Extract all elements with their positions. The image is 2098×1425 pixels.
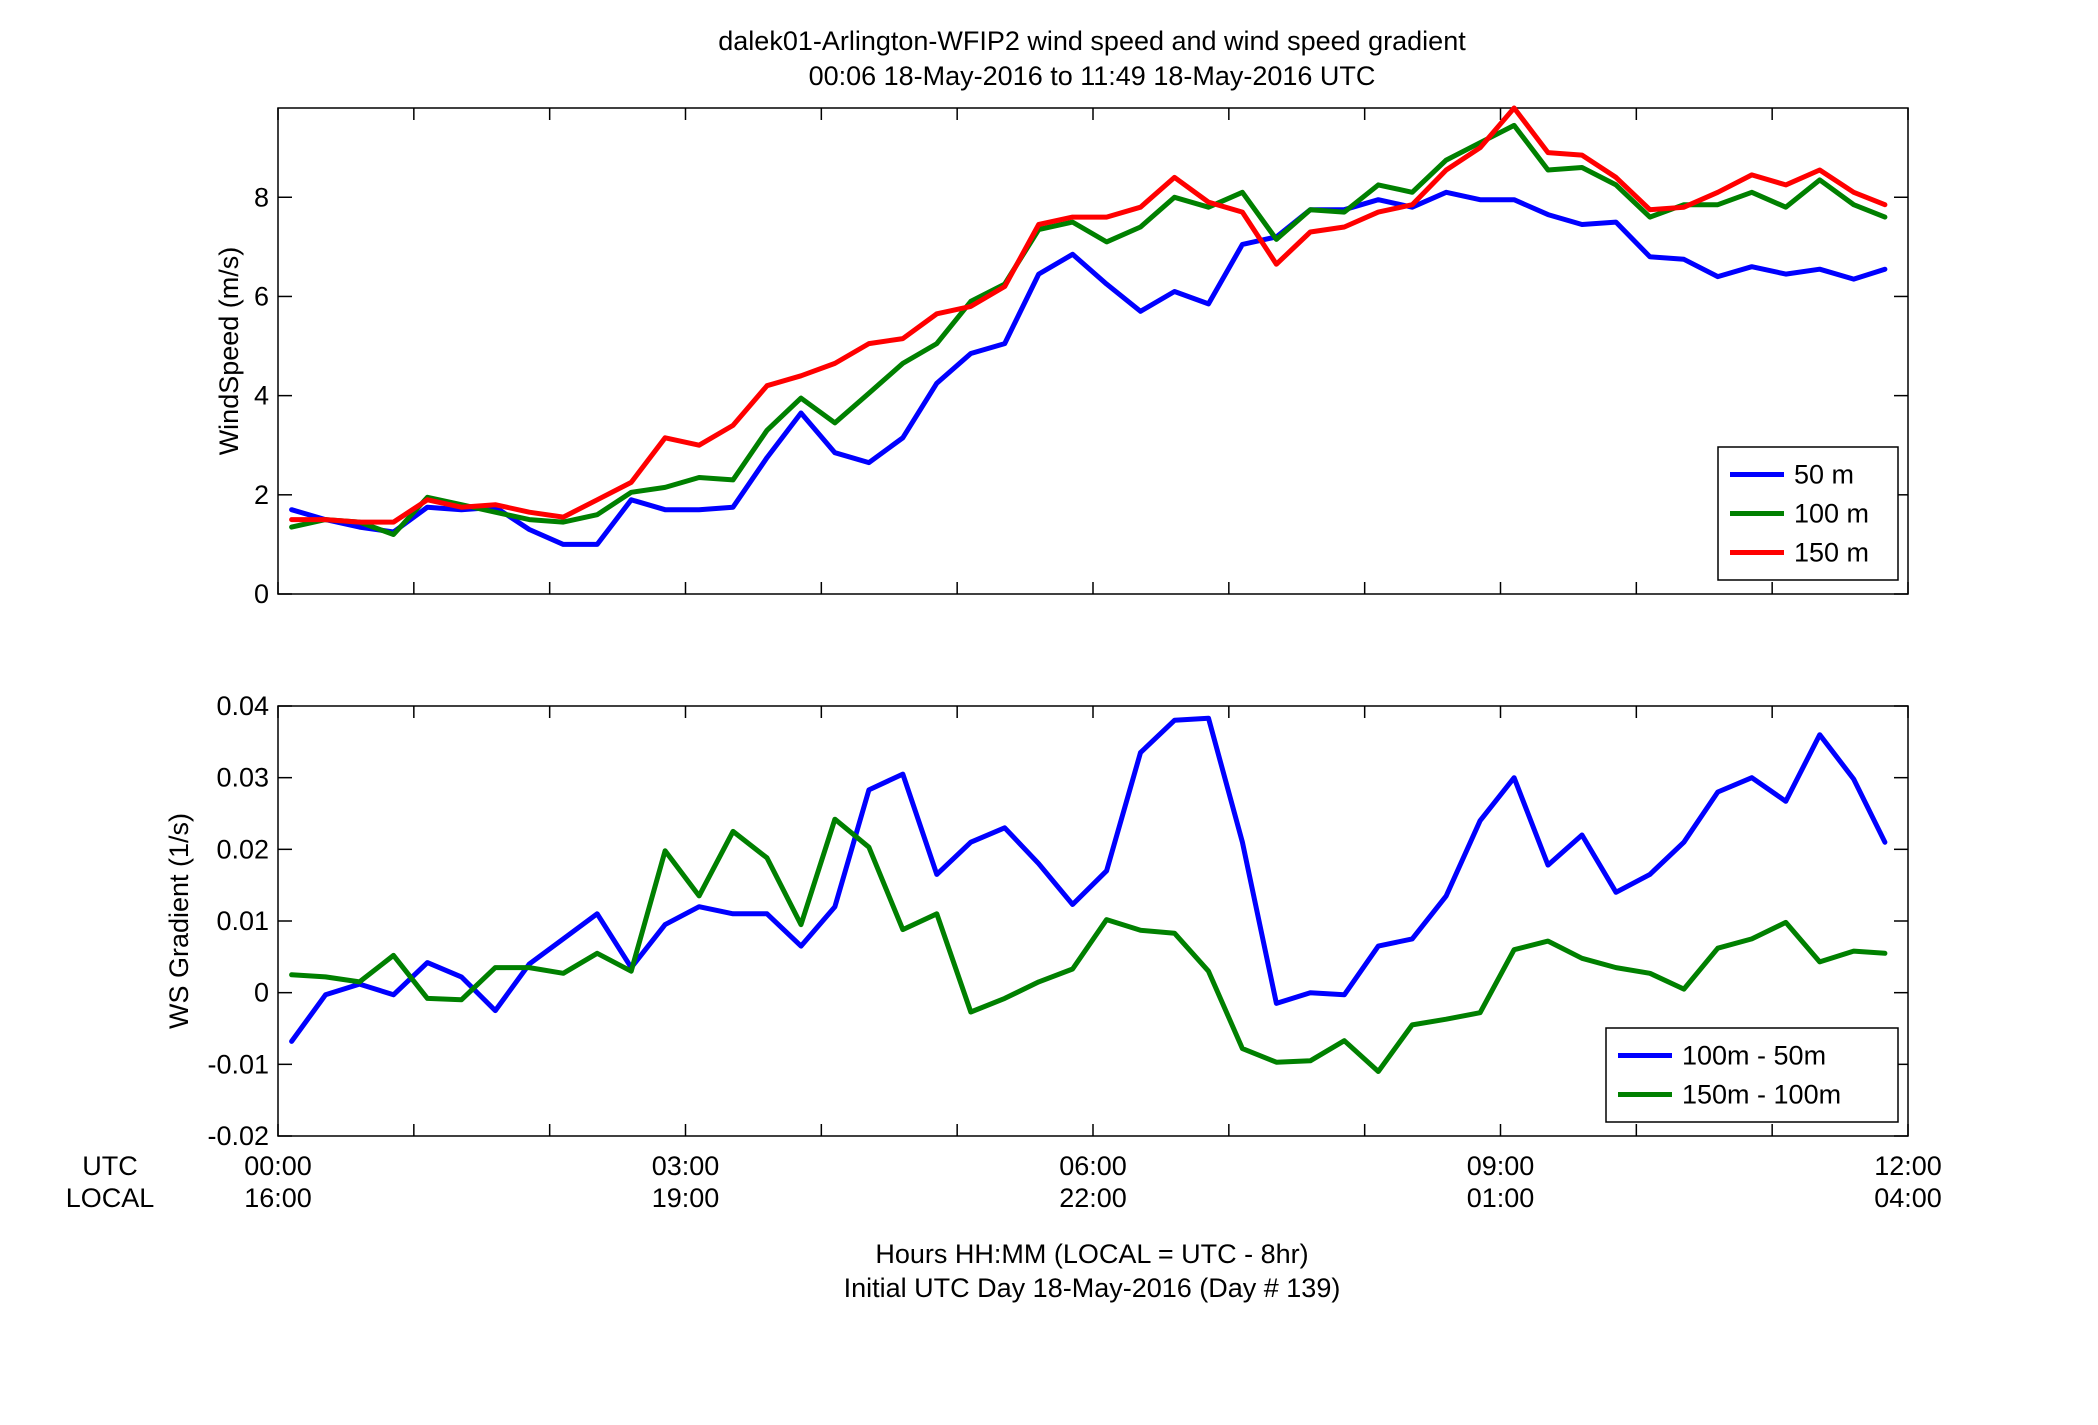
y-tick-label: 0.03 [216, 763, 269, 793]
y-tick-label: 0 [254, 579, 269, 609]
y-axis-label: WindSpeed (m/s) [214, 247, 244, 456]
local-tick-label: 16:00 [244, 1183, 312, 1213]
series-line [289, 189, 1888, 547]
y-tick-label: 4 [254, 381, 269, 411]
legend-label: 50 m [1794, 460, 1854, 490]
utc-tick-label: 03:00 [652, 1151, 720, 1181]
legend [1605, 1027, 1899, 1123]
y-tick-label: 8 [254, 182, 269, 212]
y-tick-label: 0.01 [216, 906, 269, 936]
y-tick-label: 0 [254, 978, 269, 1008]
legend-label: 150 m [1794, 538, 1869, 568]
legend-label: 100m - 50m [1682, 1041, 1826, 1071]
local-tick-label: 22:00 [1059, 1183, 1127, 1213]
windspeed-panel: 0 2 4 6 8 WindSpeed (m/s) 50 m 100 m 150 m [214, 105, 1909, 609]
x-tick-labels: 00:00 03:00 06:00 09:00 12:00 16:00 19:00 22:00… [244, 1151, 1942, 1213]
utc-tick-label: 00:00 [244, 1151, 312, 1181]
utc-tick-label: 09:00 [1467, 1151, 1535, 1181]
series-line [289, 715, 1888, 1044]
legend-label: 100 m [1794, 499, 1869, 529]
series-line [289, 105, 1888, 525]
utc-tick-label: 12:00 [1874, 1151, 1942, 1181]
utc-row-label: UTC [82, 1151, 138, 1181]
gradient-panel: -0.02 -0.01 0 0.01 0.02 0.03 0.04 WS Gradient (… [164, 691, 1909, 1151]
legend-label: 150m - 100m [1682, 1080, 1841, 1110]
local-row-label: LOCAL [66, 1183, 155, 1213]
y-tick-label: -0.01 [207, 1049, 269, 1079]
figure-subtitle: 00:06 18-May-2016 to 11:49 18-May-2016 U… [809, 61, 1376, 91]
y-axis-label: WS Gradient (1/s) [164, 813, 194, 1029]
y-tick-label: 2 [254, 480, 269, 510]
x-axis-label: Hours HH:MM (LOCAL = UTC - 8hr) [875, 1239, 1308, 1269]
y-tick-label: 0.04 [216, 691, 269, 721]
y-tick-label: -0.02 [207, 1121, 269, 1151]
y-tick-label: 6 [254, 281, 269, 311]
utc-tick-label: 06:00 [1059, 1151, 1127, 1181]
local-tick-label: 19:00 [652, 1183, 720, 1213]
y-tick-label: 0.02 [216, 834, 269, 864]
figure-title: dalek01-Arlington-WFIP2 wind speed and w… [718, 26, 1466, 56]
local-tick-label: 01:00 [1467, 1183, 1535, 1213]
local-tick-label: 04:00 [1874, 1183, 1942, 1213]
series-line [289, 816, 1888, 1074]
series-line [289, 122, 1888, 537]
x-axis-sublabel: Initial UTC Day 18-May-2016 (Day # 139) [844, 1273, 1341, 1303]
